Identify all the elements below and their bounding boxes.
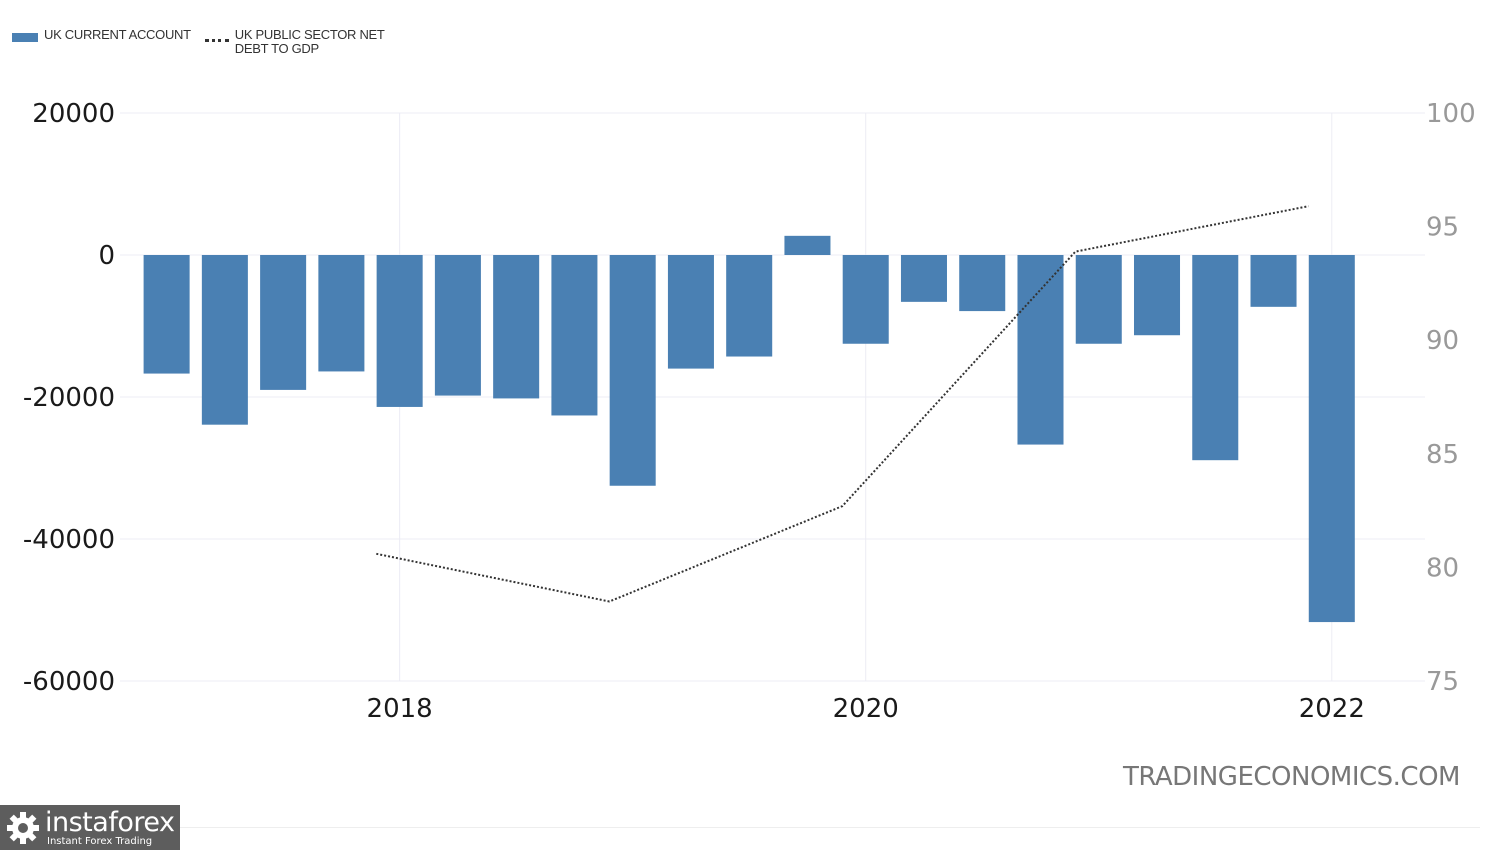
bar	[201, 255, 248, 425]
bar	[1017, 255, 1064, 445]
y-right-tick-label: 80	[1426, 553, 1459, 583]
bar	[784, 235, 831, 255]
debt-to-gdp-line	[376, 205, 1309, 603]
bar	[726, 255, 773, 357]
y-right-tick-label: 95	[1426, 213, 1459, 243]
bar	[551, 255, 598, 416]
brand-name: instaforex	[45, 806, 175, 838]
bar	[376, 255, 423, 407]
bar	[609, 255, 656, 486]
legend: UK CURRENT ACCOUNT UK PUBLIC SECTOR NET …	[12, 28, 420, 56]
gear-logo-icon	[7, 811, 39, 844]
y-left-tick-label: -40000	[23, 525, 115, 555]
bar	[434, 255, 481, 396]
y-right-tick-label: 85	[1426, 440, 1459, 470]
bar	[143, 255, 190, 374]
bar	[260, 255, 307, 390]
y-right-tick-label: 90	[1426, 326, 1459, 356]
bar	[1133, 255, 1181, 336]
bar	[318, 255, 365, 372]
bar	[493, 255, 540, 399]
legend-label-debt-to-gdp: UK PUBLIC SECTOR NET DEBT TO GDP	[234, 27, 385, 56]
bar	[1192, 255, 1239, 461]
brand-tagline: Instant Forex Trading	[47, 835, 153, 847]
legend-item-debt-to-gdp: UK PUBLIC SECTOR NET DEBT TO GDP	[204, 27, 420, 56]
y-left-tick-label: 0	[98, 241, 115, 271]
x-tick-label: 2022	[1299, 694, 1365, 724]
legend-item-current-account: UK CURRENT ACCOUNT	[12, 28, 191, 42]
bar	[1250, 255, 1297, 307]
source-watermark: TRADINGECONOMICS.COM	[1122, 762, 1461, 792]
bar	[842, 255, 889, 344]
y-left-tick-label: -20000	[23, 383, 115, 413]
dotted-line-swatch-icon	[204, 39, 229, 42]
instaforex-logo: instaforex Instant Forex Trading	[0, 805, 180, 850]
y-axis-right-labels: 100 95 90 85 80 75	[1426, 99, 1476, 697]
current-account-bars	[143, 235, 1355, 623]
bar	[900, 255, 947, 302]
y-axis-left-labels: 20000 0 -20000 -40000 -60000	[23, 99, 115, 697]
bar	[1075, 255, 1122, 344]
bar-swatch-icon	[12, 33, 38, 42]
y-right-tick-label: 100	[1426, 99, 1476, 129]
y-left-tick-label: 20000	[32, 99, 115, 129]
y-left-tick-label: -60000	[23, 667, 115, 697]
bar	[667, 255, 714, 369]
y-right-tick-label: 75	[1426, 667, 1459, 697]
bar	[959, 255, 1006, 312]
bar	[1308, 255, 1355, 623]
x-tick-label: 2020	[833, 694, 899, 724]
x-tick-label: 2018	[367, 694, 433, 724]
legend-label-current-account: UK CURRENT ACCOUNT	[44, 27, 191, 42]
x-axis-labels: 2018 2020 2022	[367, 694, 1365, 724]
bottom-divider	[180, 827, 1480, 828]
